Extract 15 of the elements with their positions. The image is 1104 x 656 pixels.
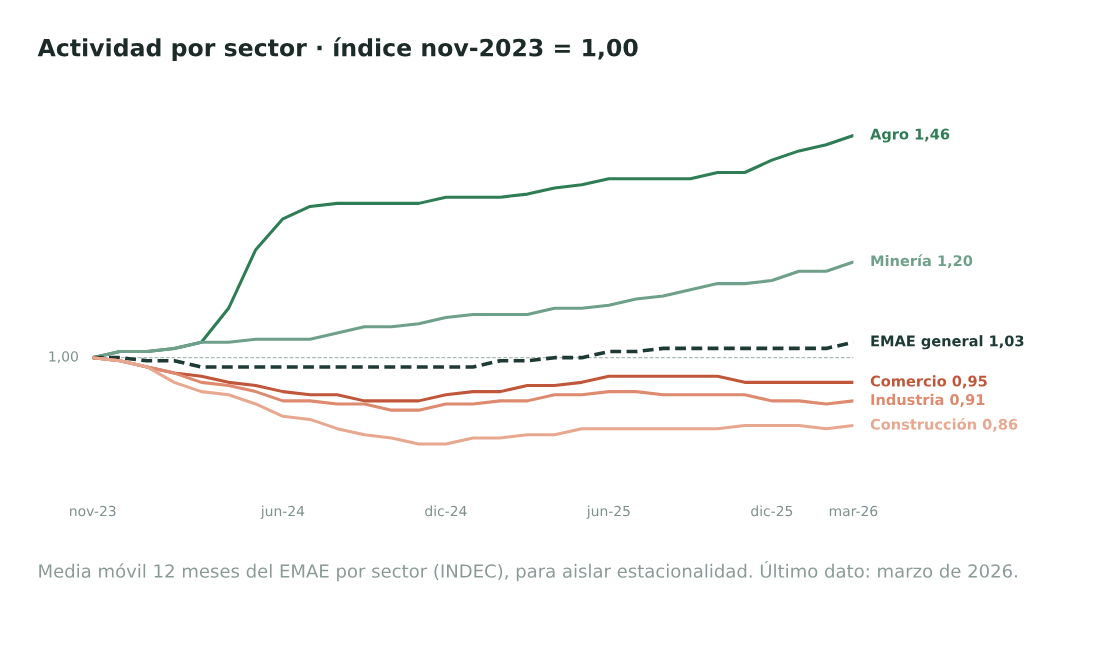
series-label: EMAE general 1,03 (871, 335, 1024, 350)
series-label: Comercio 0,95 (870, 375, 987, 389)
x-tick-label: nov-23 (70, 505, 116, 517)
x-tick-label: jun-24 (260, 505, 305, 519)
x-tick-label: dic-25 (751, 505, 793, 517)
chart-title: Actividad por sector · índice nov-2023 = 1,00 (37, 37, 638, 62)
series-label: Agro 1,46 (870, 128, 950, 143)
x-tick-label: jun-25 (586, 505, 630, 519)
x-tick-label: dic-24 (425, 505, 467, 517)
series-label: Industria 0,91 (871, 393, 985, 407)
text: 1,00 (49, 351, 78, 364)
series-label: Construcción 0,86 (870, 417, 1018, 432)
x-tick-label: mar-26 (829, 505, 878, 517)
series-label: Minería 1,20 (871, 254, 973, 269)
text: Media móvil 12 meses del EMAE por sector (INDEC), para aislar estacionalidad. Último dato: marzo de 2026. (39, 560, 1017, 582)
